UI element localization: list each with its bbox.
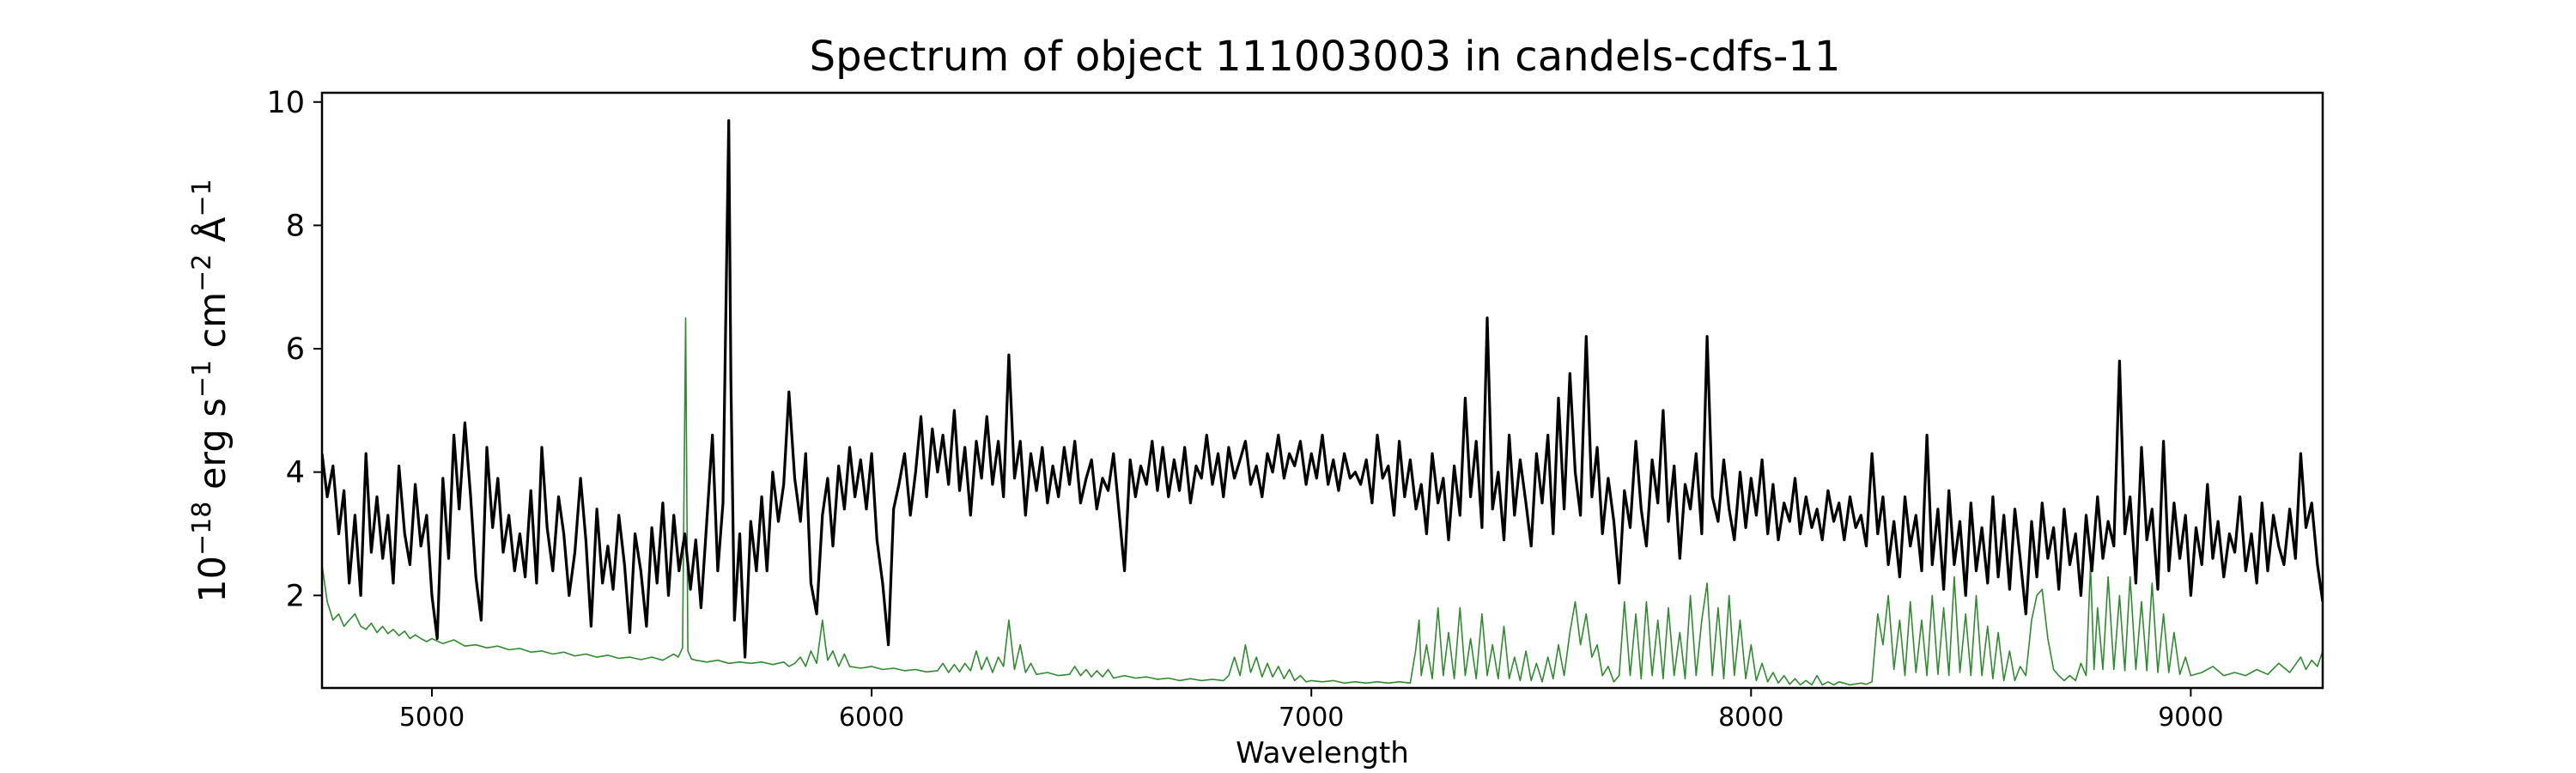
y-tick-label: 2 <box>286 579 305 613</box>
plot-frame <box>320 91 2324 690</box>
x-tick-label: 7000 <box>1279 703 1344 733</box>
y-label-base: 10 <box>191 556 234 603</box>
x-tick-label: 9000 <box>2158 703 2223 733</box>
y-tick-label: 10 <box>266 86 305 120</box>
y-tick-label: 8 <box>286 209 305 243</box>
y-label-mid1: erg s <box>191 398 234 501</box>
object-spectrum-line <box>322 119 2323 659</box>
y-axis-label: 10−18 erg s−1 cm−2 Å−1 <box>187 179 235 602</box>
x-tick-label: 6000 <box>839 703 904 733</box>
x-tick-label: 8000 <box>1718 703 1783 733</box>
x-tick-label: 5000 <box>399 703 465 733</box>
x-axis: 5000 6000 7000 8000 9000 <box>399 688 2224 733</box>
y-label-exp1: −18 <box>187 502 217 556</box>
y-tick-label: 4 <box>286 456 305 490</box>
y-label-mid2: cm <box>191 292 234 360</box>
y-axis: 2 4 6 8 10 <box>266 86 322 613</box>
x-axis-label: Wavelength <box>1236 736 1409 770</box>
y-label-exp3: −2 <box>187 254 217 292</box>
y-label-exp4: −1 <box>187 179 217 216</box>
y-tick-label: 6 <box>286 332 305 367</box>
y-label-mid3: Å <box>191 216 234 254</box>
y-label-exp2: −1 <box>187 360 217 398</box>
sky-spectrum-line <box>322 317 2323 686</box>
chart-title: Spectrum of object 111003003 in candels-… <box>810 33 1841 81</box>
plot-area <box>322 119 2323 686</box>
